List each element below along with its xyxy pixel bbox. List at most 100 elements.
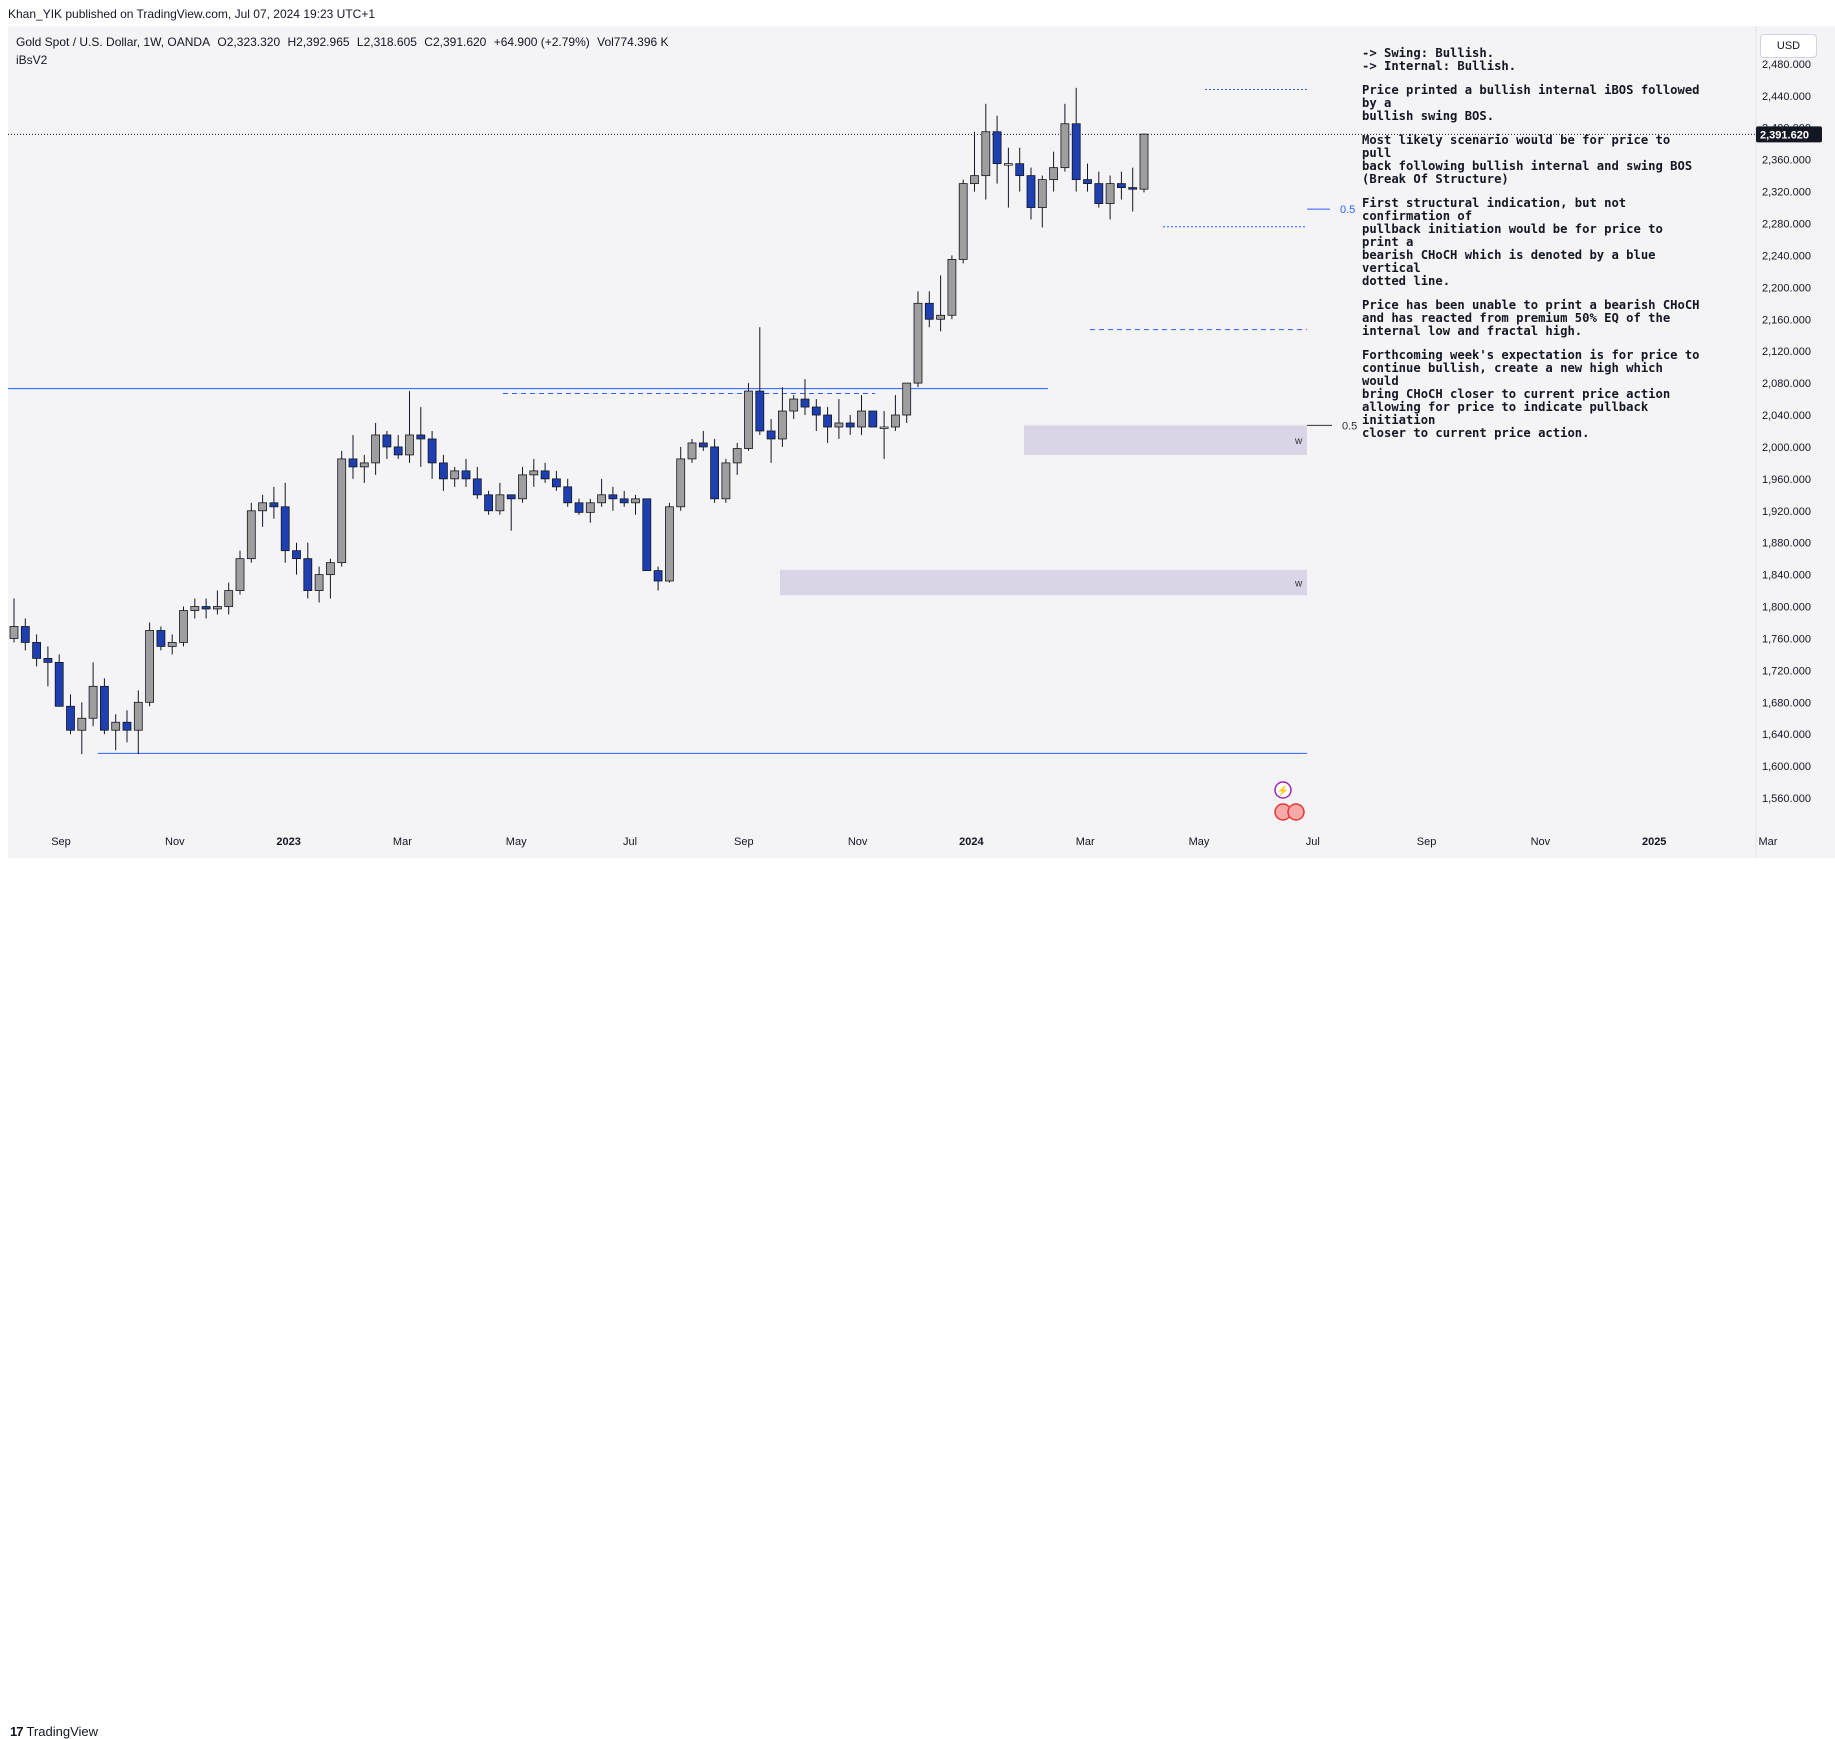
y-tick-label: 2,200.000 xyxy=(1762,282,1811,294)
tradingview-brand: TradingView xyxy=(26,1724,99,1739)
candle-body xyxy=(382,434,392,448)
candle-body xyxy=(1049,167,1058,181)
note-paragraph: Most likely scenario would be for price … xyxy=(1362,133,1693,186)
candlestick-chart[interactable]: 1,560.000 1,600.000 1,640.000 1,680.000 1,72… xyxy=(0,0,1835,891)
candle-body xyxy=(823,414,832,428)
candle-body xyxy=(303,558,313,591)
x-tick-label: 2025 xyxy=(1642,836,1666,848)
candle-body xyxy=(529,470,539,476)
symbol-name: Gold Spot / U.S. Dollar, 1W, OANDA xyxy=(16,35,211,49)
candle-body xyxy=(43,658,53,663)
candle-body xyxy=(484,494,494,512)
y-tick-label: 2,480.000 xyxy=(1762,59,1811,71)
candle-body xyxy=(1026,175,1036,208)
candle-body xyxy=(936,314,945,320)
note-paragraph: Price printed a bullish internal iBOS fo… xyxy=(1362,83,1700,123)
candle-body xyxy=(1037,179,1047,208)
candle-body xyxy=(359,462,369,468)
candle-body xyxy=(337,458,347,564)
candle-body xyxy=(280,506,290,552)
candle-body xyxy=(981,131,991,177)
candle-body xyxy=(122,721,132,731)
candle-body xyxy=(416,434,426,440)
candle-body xyxy=(405,434,414,456)
candle-body xyxy=(258,502,268,512)
y-tick-label: 1,800.000 xyxy=(1762,602,1811,614)
candle-body xyxy=(574,502,584,513)
x-tick-label: Mar xyxy=(1759,836,1778,848)
currency-button[interactable]: USD xyxy=(1760,34,1817,58)
candle-body xyxy=(698,442,708,448)
candle-body xyxy=(924,302,934,320)
note-paragraph: First structural indication, but not con… xyxy=(1362,196,1663,288)
x-tick-label: Jul xyxy=(623,836,637,848)
candle-body xyxy=(190,606,200,611)
candle-body xyxy=(167,642,177,647)
price-axis xyxy=(1756,26,1835,858)
candle-body xyxy=(246,510,256,560)
indicator-label[interactable]: iBsV2 xyxy=(16,53,48,67)
candle-body xyxy=(778,410,787,440)
candle-body xyxy=(1128,187,1138,190)
y-tick-label: 2,440.000 xyxy=(1762,91,1811,103)
candle-body xyxy=(857,410,866,428)
x-tick-label: 2023 xyxy=(276,836,300,848)
x-tick-label: 2024 xyxy=(959,836,984,848)
candle-body xyxy=(868,410,878,428)
y-tick-label: 2,360.000 xyxy=(1762,155,1811,167)
y-tick-label: 2,080.000 xyxy=(1762,378,1811,390)
candle-body xyxy=(269,502,279,508)
candle-body xyxy=(111,721,121,731)
y-tick-label: 1,960.000 xyxy=(1762,474,1811,486)
y-tick-label: 1,840.000 xyxy=(1762,570,1811,582)
note-paragraph: -> Swing: Bullish. -> Internal: Bullish. xyxy=(1362,46,1517,73)
candle-body xyxy=(348,458,358,468)
candle-body xyxy=(201,606,211,610)
footer: 17 TradingView xyxy=(0,858,1835,1739)
top-bar: Khan_YIK published on TradingView.com, J… xyxy=(0,0,1835,26)
candle-body xyxy=(9,626,19,639)
chart-area[interactable] xyxy=(8,26,1835,858)
x-tick-label: Sep xyxy=(51,836,71,848)
candle-body xyxy=(947,259,957,316)
candle-body xyxy=(156,630,166,647)
legend-low: L2,318.605 xyxy=(356,35,417,49)
x-tick-label: Nov xyxy=(848,836,868,848)
y-tick-label: 2,120.000 xyxy=(1762,346,1811,358)
candle-body xyxy=(800,398,810,408)
x-tick-label: Sep xyxy=(1417,836,1437,848)
candle-body xyxy=(597,494,606,504)
x-tick-label: May xyxy=(1189,836,1210,848)
dividends-icon xyxy=(1274,781,1292,799)
legend-high: H2,392.965 xyxy=(287,35,350,49)
demand-zone xyxy=(1024,425,1307,455)
x-tick-label: Jul xyxy=(1306,836,1320,848)
fib-level-label: 0.5 xyxy=(1340,204,1355,216)
candle-body xyxy=(88,685,98,719)
candle-body xyxy=(77,717,87,731)
candle-body xyxy=(1094,183,1104,204)
y-tick-label: 2,280.000 xyxy=(1762,219,1811,231)
x-tick-label: Nov xyxy=(1531,836,1551,848)
y-tick-label: 1,720.000 xyxy=(1762,665,1811,677)
candle-body xyxy=(1083,179,1092,185)
candle-body xyxy=(665,506,674,582)
y-tick-label: 1,920.000 xyxy=(1762,506,1811,518)
zone-label: w xyxy=(1294,579,1303,590)
candle-body xyxy=(314,574,324,591)
candle-body xyxy=(710,446,719,500)
candle-body xyxy=(1004,163,1013,166)
y-tick-label: 2,160.000 xyxy=(1762,314,1811,326)
candle-body xyxy=(518,474,527,500)
y-tick-label: 1,760.000 xyxy=(1762,633,1811,645)
candle-body xyxy=(891,414,900,428)
note-paragraph: Forthcoming week's expectation is for pr… xyxy=(1362,348,1700,440)
zone-label: w xyxy=(1294,436,1303,447)
candle-body xyxy=(1117,183,1126,188)
candle-body xyxy=(766,430,776,440)
candle-body xyxy=(789,398,799,412)
candle-body xyxy=(292,550,301,560)
tradingview-logo[interactable]: 17 TradingView xyxy=(10,1724,98,1739)
candle-body xyxy=(676,458,686,508)
legend-volume: Vol774.396 K xyxy=(597,35,669,49)
